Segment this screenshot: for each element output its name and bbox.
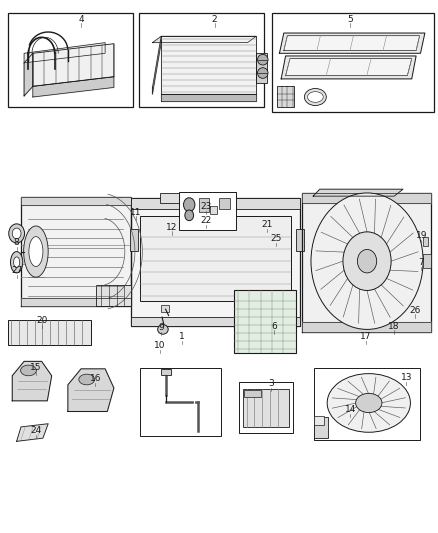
Polygon shape bbox=[302, 193, 431, 203]
Polygon shape bbox=[302, 193, 431, 332]
Polygon shape bbox=[161, 36, 256, 94]
Bar bbox=[199, 198, 209, 212]
Text: 5: 5 bbox=[347, 15, 353, 23]
Bar bbox=[130, 229, 138, 251]
Ellipse shape bbox=[158, 325, 168, 334]
Text: 23: 23 bbox=[200, 203, 212, 211]
Ellipse shape bbox=[304, 88, 326, 106]
Ellipse shape bbox=[356, 393, 382, 413]
Bar bbox=[139, 13, 264, 107]
Polygon shape bbox=[279, 33, 425, 53]
Text: 18: 18 bbox=[389, 322, 400, 330]
Text: 19: 19 bbox=[416, 231, 427, 240]
Text: 10: 10 bbox=[154, 341, 166, 350]
Bar bbox=[277, 86, 294, 107]
Polygon shape bbox=[21, 197, 131, 205]
Polygon shape bbox=[21, 298, 131, 306]
Ellipse shape bbox=[258, 68, 268, 78]
Text: 7: 7 bbox=[418, 258, 424, 266]
Ellipse shape bbox=[79, 374, 95, 385]
Text: 8: 8 bbox=[14, 238, 20, 247]
Bar bbox=[234, 290, 296, 353]
Polygon shape bbox=[68, 369, 114, 411]
Bar bbox=[210, 206, 217, 214]
Text: 9: 9 bbox=[158, 324, 164, 332]
Text: 4: 4 bbox=[78, 15, 84, 23]
Bar bbox=[179, 192, 236, 230]
Ellipse shape bbox=[12, 228, 21, 239]
Ellipse shape bbox=[343, 232, 391, 290]
Text: 15: 15 bbox=[30, 364, 42, 372]
Text: 3: 3 bbox=[268, 379, 274, 388]
Ellipse shape bbox=[29, 237, 43, 266]
Text: 1: 1 bbox=[179, 333, 185, 341]
Polygon shape bbox=[152, 36, 161, 94]
Polygon shape bbox=[152, 36, 256, 43]
Bar bbox=[314, 368, 420, 440]
Bar bbox=[140, 368, 221, 436]
Bar bbox=[8, 320, 91, 345]
Text: 11: 11 bbox=[130, 208, 141, 216]
Bar bbox=[423, 237, 428, 246]
Text: 24: 24 bbox=[30, 426, 42, 435]
Text: 27: 27 bbox=[11, 266, 22, 275]
Polygon shape bbox=[33, 44, 114, 86]
Bar bbox=[131, 198, 300, 326]
Bar bbox=[423, 254, 431, 268]
Polygon shape bbox=[17, 424, 48, 441]
Ellipse shape bbox=[21, 365, 36, 376]
Bar bbox=[131, 198, 300, 209]
Ellipse shape bbox=[9, 224, 25, 243]
Bar bbox=[272, 13, 434, 112]
Polygon shape bbox=[24, 53, 33, 96]
Text: 22: 22 bbox=[200, 216, 212, 225]
Polygon shape bbox=[302, 322, 431, 332]
Polygon shape bbox=[281, 56, 416, 79]
Polygon shape bbox=[12, 361, 52, 401]
Bar bbox=[140, 216, 291, 301]
Bar bbox=[160, 193, 201, 203]
Text: 16: 16 bbox=[90, 374, 101, 383]
Ellipse shape bbox=[327, 374, 410, 432]
Bar bbox=[243, 389, 289, 427]
Text: 2: 2 bbox=[212, 15, 217, 23]
Polygon shape bbox=[33, 77, 114, 97]
Text: 26: 26 bbox=[410, 306, 421, 314]
Bar bbox=[314, 417, 328, 438]
Ellipse shape bbox=[185, 210, 194, 221]
Bar bbox=[96, 285, 131, 306]
Bar bbox=[296, 229, 304, 251]
Bar bbox=[8, 13, 133, 107]
Bar bbox=[131, 317, 300, 326]
Polygon shape bbox=[284, 36, 420, 51]
Polygon shape bbox=[161, 94, 256, 101]
Bar bbox=[314, 416, 324, 425]
Text: 21: 21 bbox=[261, 221, 273, 229]
Polygon shape bbox=[313, 189, 403, 196]
Ellipse shape bbox=[24, 226, 48, 277]
Ellipse shape bbox=[11, 252, 23, 273]
Text: 25: 25 bbox=[270, 235, 282, 243]
Bar bbox=[244, 390, 261, 397]
Ellipse shape bbox=[258, 54, 268, 65]
Ellipse shape bbox=[14, 257, 20, 268]
Bar bbox=[256, 53, 267, 83]
Text: 12: 12 bbox=[166, 223, 178, 231]
Bar bbox=[219, 198, 230, 209]
Ellipse shape bbox=[311, 193, 423, 329]
Bar bbox=[161, 305, 169, 312]
Text: 6: 6 bbox=[271, 322, 277, 330]
Text: 14: 14 bbox=[345, 405, 356, 414]
Bar bbox=[161, 369, 171, 375]
Text: 17: 17 bbox=[360, 333, 371, 341]
Polygon shape bbox=[21, 197, 131, 306]
Ellipse shape bbox=[307, 92, 323, 102]
Text: 13: 13 bbox=[401, 373, 412, 382]
Polygon shape bbox=[24, 43, 105, 63]
Ellipse shape bbox=[184, 198, 195, 212]
Bar bbox=[239, 382, 293, 433]
Ellipse shape bbox=[357, 249, 377, 273]
Polygon shape bbox=[286, 59, 412, 76]
Text: 20: 20 bbox=[36, 317, 47, 325]
